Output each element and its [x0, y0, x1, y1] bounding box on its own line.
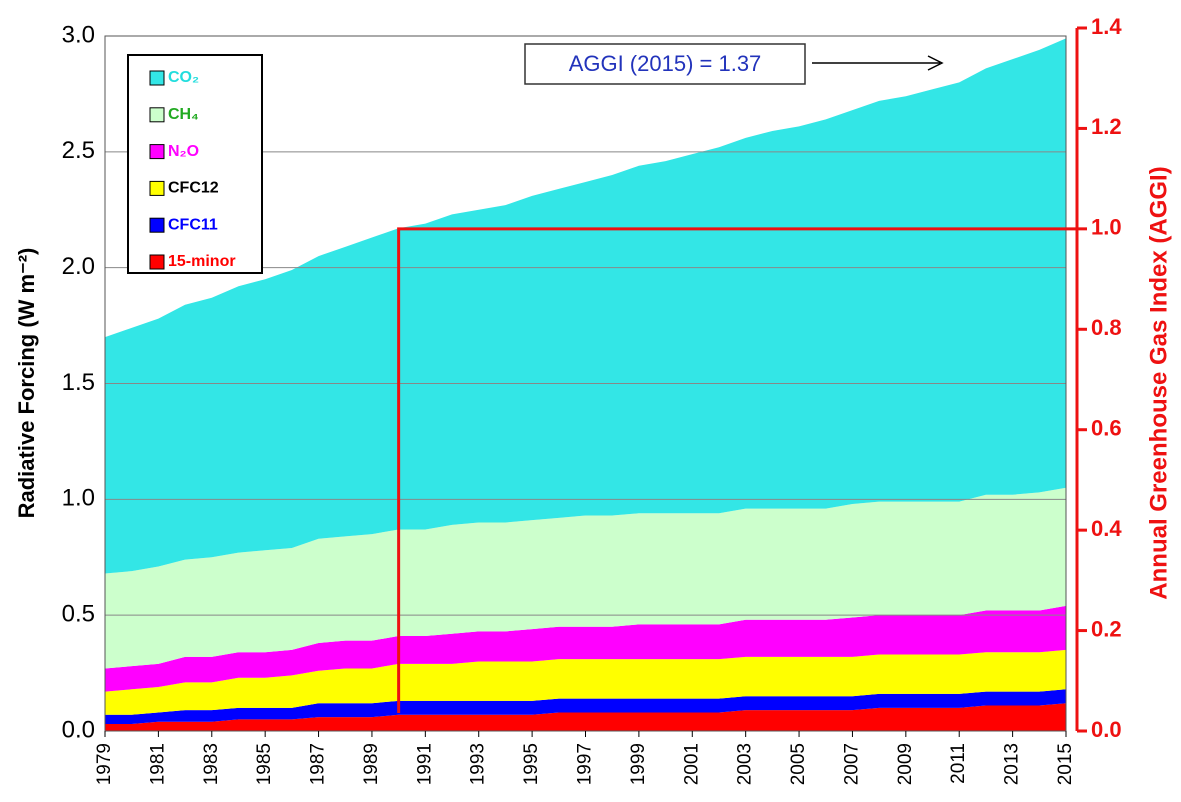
area — [105, 487, 1066, 669]
y-tick-label: 2.0 — [62, 253, 95, 280]
x-tick-label: 2013 — [1002, 743, 1023, 785]
legend-label: CFC12 — [168, 180, 219, 197]
annotation: AGGI (2015) = 1.37 — [569, 51, 762, 76]
y2-tick-label: 0.6 — [1091, 416, 1122, 441]
y2-axis-label: Annual Greenhouse Gas Index (AGGI) — [1145, 166, 1172, 599]
x-tick-label: 2001 — [681, 743, 702, 785]
y2-tick-label: 1.0 — [1091, 215, 1122, 240]
area — [105, 605, 1066, 692]
x-tick-label: 1979 — [94, 743, 115, 785]
legend-swatch — [149, 217, 165, 233]
legend-label: CO₂ — [168, 69, 199, 86]
x-tick-label: 1999 — [628, 743, 649, 785]
y-tick-label: 1.5 — [62, 369, 95, 396]
y2-tick-label: 0.8 — [1091, 315, 1122, 340]
legend-swatch — [149, 254, 165, 270]
area — [105, 689, 1066, 725]
legend-swatch — [149, 107, 165, 123]
legend-swatch — [149, 70, 165, 86]
legend-swatch — [149, 180, 165, 196]
y2-tick-label: 0.0 — [1091, 717, 1122, 742]
legend-label: N₂O — [168, 143, 199, 160]
y-tick-label: 2.5 — [62, 137, 95, 164]
area — [105, 38, 1066, 574]
x-tick-label: 2005 — [788, 743, 809, 785]
x-tick-label: 1995 — [521, 743, 542, 785]
y-tick-label: 3.0 — [62, 21, 95, 48]
x-tick-label: 2015 — [1055, 743, 1076, 785]
legend-label: CFC11 — [168, 216, 218, 233]
x-tick-label: 1983 — [201, 743, 222, 785]
aggi-baseline — [397, 227, 1077, 713]
x-tick-label: 1991 — [414, 743, 435, 785]
legend-label: 15-minor — [168, 253, 236, 270]
x-tick-label: 1981 — [147, 743, 168, 785]
annotation-box — [524, 43, 806, 85]
y-axis-label: Radiative Forcing (W m⁻²) — [14, 248, 39, 519]
x-tick-label: 2009 — [895, 743, 916, 785]
x-tick-label: 1989 — [361, 743, 382, 785]
legend-box — [127, 54, 263, 274]
x-tick-label: 1993 — [468, 743, 489, 785]
x-tick-label: 1987 — [308, 743, 329, 785]
y2-tick-label: 1.2 — [1091, 114, 1122, 139]
y2-tick-label: 1.4 — [1091, 14, 1122, 39]
legend-label: CH₄ — [168, 106, 199, 123]
x-tick-label: 1997 — [575, 743, 596, 785]
y2-tick-label: 0.2 — [1091, 616, 1122, 641]
legend-swatch — [149, 144, 165, 160]
y-tick-label: 1.0 — [62, 485, 95, 512]
y-tick-label: 0.0 — [62, 716, 95, 743]
x-tick-label: 2003 — [735, 743, 756, 785]
x-tick-label: 2007 — [841, 743, 862, 785]
x-tick-label: 1985 — [254, 743, 275, 785]
annotation-arrowhead — [927, 55, 944, 71]
y2-tick-label: 0.4 — [1091, 516, 1122, 541]
area — [105, 649, 1066, 715]
x-tick-label: 2011 — [948, 743, 969, 784]
y-tick-label: 0.5 — [62, 601, 95, 628]
